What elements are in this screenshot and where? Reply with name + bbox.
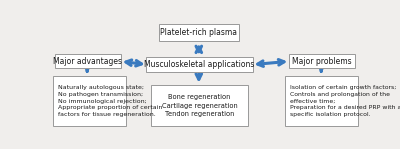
Text: Musculoskeletal applications: Musculoskeletal applications [144,60,255,69]
Text: Major advantages: Major advantages [54,57,122,66]
Text: Platelet-rich plasma: Platelet-rich plasma [160,28,237,37]
FancyBboxPatch shape [158,24,239,41]
FancyBboxPatch shape [55,54,121,68]
FancyBboxPatch shape [53,76,126,126]
FancyBboxPatch shape [289,54,355,68]
Text: Isolation of certain growth factors;
Controls and prolongation of the
effective : Isolation of certain growth factors; Con… [290,85,400,117]
Text: Bone regeneration
Cartilage regeneration
Tendon regeneration: Bone regeneration Cartilage regeneration… [162,94,238,117]
FancyBboxPatch shape [285,76,358,126]
Text: Naturally autologous state;
No pathogen transmission;
No immunological rejection: Naturally autologous state; No pathogen … [58,85,163,117]
FancyBboxPatch shape [146,58,253,72]
Text: Major problems: Major problems [292,57,352,66]
FancyBboxPatch shape [151,85,248,126]
